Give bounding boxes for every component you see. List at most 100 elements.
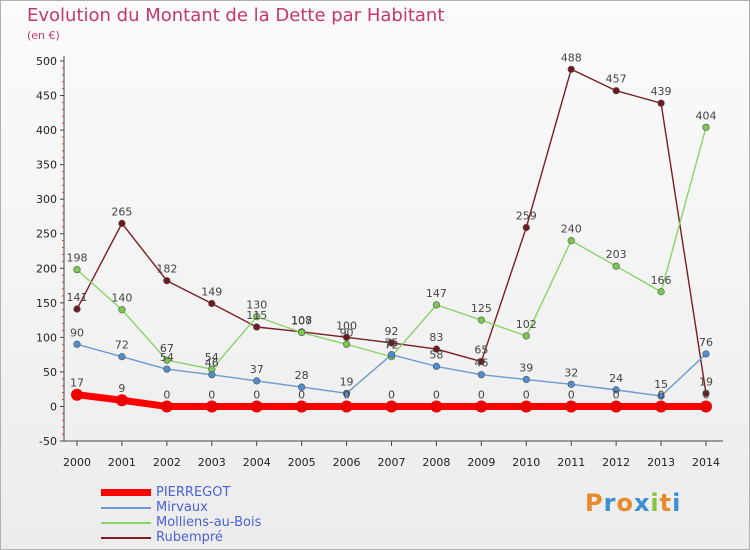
data-label-mirvaux: 24 [609,372,623,385]
data-label-molliens-au-bois: 404 [696,109,717,122]
data-point-rubempre [567,65,575,73]
y-tick-label: 400 [36,124,57,137]
data-label-mirvaux: 32 [564,366,578,379]
data-point-rubempre [118,219,126,227]
legend-item-mirvaux: Mirvaux [101,500,361,515]
data-label-mirvaux: 46 [205,357,219,370]
data-point-pierregot [565,400,578,413]
x-tick-label: 2011 [557,456,585,469]
data-label-rubempre: 457 [606,73,627,86]
data-label-molliens-au-bois: 240 [561,223,582,236]
x-tick-label: 2009 [467,456,495,469]
logo-letter: o [616,489,634,517]
data-point-pierregot [160,400,173,413]
y-tick-label: 250 [36,228,57,241]
data-label-pierregot: 0 [658,388,665,401]
x-tick-label: 2013 [647,456,675,469]
data-label-rubempre: 92 [385,325,399,338]
data-label-mirvaux: 19 [340,375,354,388]
y-tick-label: 50 [43,366,57,379]
data-point-mirvaux [477,371,485,379]
x-tick-label: 2001 [108,456,136,469]
data-labels: 141 265 182 149 115 108 100 92 83 65 259 488 457 439 1… [67,51,717,401]
data-label-molliens-au-bois: 140 [111,292,132,305]
y-tick-label: 450 [36,90,57,103]
legend-label-pierregot: PIERREGOT [156,485,231,500]
data-label-mirvaux: 28 [295,369,309,382]
data-label-pierregot: 0 [703,388,710,401]
data-point-mirvaux [118,353,126,361]
logo-letter: P [585,489,604,517]
y-tick-label: 300 [36,193,57,206]
data-label-pierregot: 0 [478,388,485,401]
data-label-pierregot: 17 [70,377,84,390]
data-label-rubempre: 488 [561,51,582,64]
data-label-rubempre: 108 [291,314,312,327]
data-point-pierregot [250,400,263,413]
logo-letter: r [603,489,617,517]
logo-letter: t [659,489,673,517]
data-point-pierregot [610,400,623,413]
data-label-pierregot: 0 [568,388,575,401]
data-point-molliens-au-bois [253,313,261,321]
data-point-molliens-au-bois [522,332,530,340]
x-tick-label: 2002 [153,456,181,469]
legend-label-mirvaux: Mirvaux [156,500,208,515]
x-tick-label: 2004 [243,456,271,469]
data-point-pierregot [520,400,533,413]
legend-label-rubempre: Rubempré [156,530,223,545]
y-tick-label: -50 [39,435,57,448]
data-point-mirvaux [163,365,171,373]
data-label-mirvaux: 15 [654,378,668,391]
logo-letter: x [633,489,651,517]
data-label-molliens-au-bois: 125 [471,302,492,315]
data-label-molliens-au-bois: 72 [385,339,399,352]
data-point-pierregot [115,394,128,407]
data-point-mirvaux [702,350,710,358]
legend-label-molliens-au-bois: Molliens-au-Bois [156,515,262,530]
data-label-pierregot: 0 [163,388,170,401]
data-point-molliens-au-bois [73,266,81,274]
data-label-mirvaux: 46 [474,357,488,370]
x-tick-label: 2003 [198,456,226,469]
data-point-rubempre [73,305,81,313]
legend-swatch-pierregot [101,489,151,496]
data-point-mirvaux [432,362,441,370]
data-point-molliens-au-bois [657,288,665,296]
data-point-rubempre [432,345,441,353]
data-point-mirvaux [657,392,665,400]
chart-title: Evolution du Montant de la Dette par Hab… [27,5,445,26]
x-tick-label: 2012 [602,456,630,469]
data-label-pierregot: 0 [523,388,530,401]
data-label-pierregot: 0 [613,388,620,401]
data-label-molliens-au-bois: 90 [340,326,354,339]
y-tick-label: 150 [36,297,57,310]
y-tick-label: 500 [36,55,57,68]
data-label-pierregot: 0 [433,388,440,401]
data-point-rubempre [522,223,530,232]
legend-swatch-mirvaux [101,507,151,509]
data-label-rubempre: 100 [336,319,357,332]
data-label-molliens-au-bois: 107 [291,315,312,328]
x-tick-label: 2007 [378,456,406,469]
data-label-pierregot: 0 [388,388,395,401]
y-tick-label: 100 [36,331,57,344]
logo-letter: i [672,489,682,517]
data-point-mirvaux [298,383,306,391]
data-point-molliens-au-bois [432,301,441,309]
data-point-molliens-au-bois [702,123,710,131]
data-point-molliens-au-bois [477,316,485,324]
x-tick-label: 2006 [333,456,361,469]
data-point-rubempre [477,357,485,366]
data-point-rubempre [657,99,665,107]
data-point-molliens-au-bois [567,237,575,245]
data-label-mirvaux: 76 [699,336,713,349]
data-label-mirvaux: 54 [160,351,174,364]
data-point-mirvaux [522,375,530,384]
data-point-rubempre [208,299,216,308]
data-label-rubempre: 19 [699,375,713,388]
data-label-molliens-au-bois: 102 [516,318,537,331]
data-point-rubempre [387,339,396,347]
